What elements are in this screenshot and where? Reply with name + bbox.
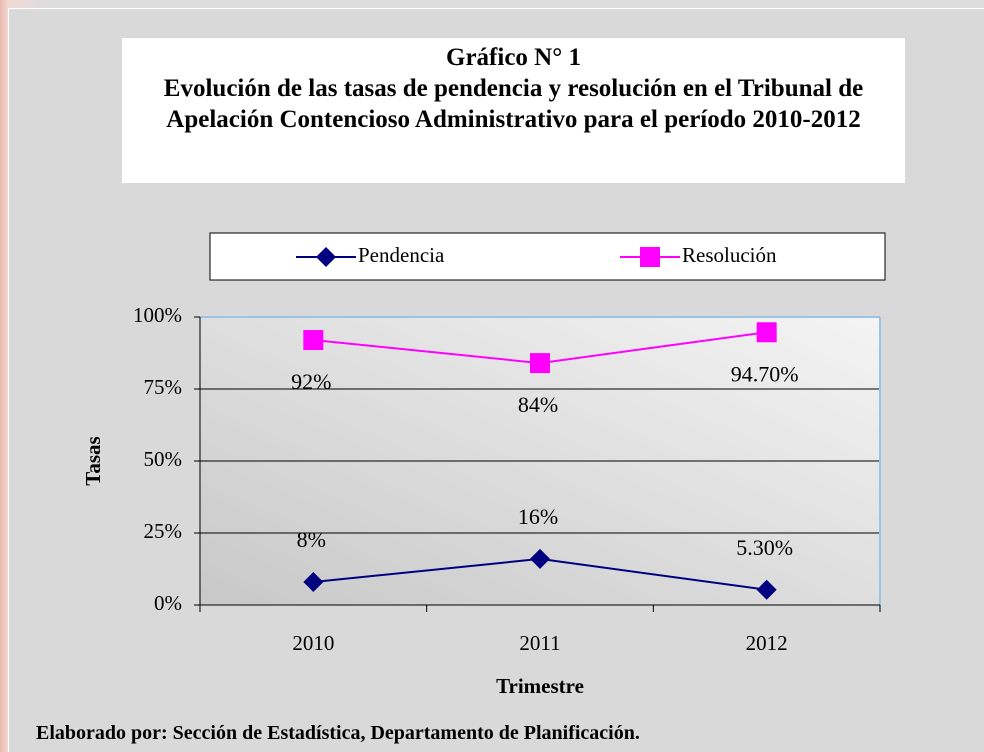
title-box: Gráfico N° 1 Evolución de las tasas de p…: [122, 38, 905, 183]
data-point: [530, 548, 550, 569]
data-label: 92%: [291, 369, 331, 394]
y-tick-label: 50%: [144, 447, 183, 471]
y-tick-label: 25%: [144, 519, 183, 543]
data-point: [756, 322, 777, 343]
data-label: 84%: [518, 392, 558, 417]
y-axis-title: Tasas: [81, 436, 105, 485]
x-axis-title: Trimestre: [496, 674, 584, 698]
data-point: [640, 247, 660, 267]
data-label: 16%: [518, 504, 558, 529]
y-tick-label: 100%: [133, 303, 182, 327]
x-tick-label: 2010: [292, 631, 334, 655]
data-point: [756, 579, 777, 600]
data-point: [530, 353, 550, 374]
data-point: [316, 247, 336, 267]
data-label: 8%: [297, 527, 326, 552]
data-point: [303, 330, 324, 351]
x-tick-label: 2011: [519, 631, 560, 655]
data-point: [303, 571, 324, 592]
y-tick-label: 0%: [154, 591, 182, 615]
chart-subtitle: Evolución de las tasas de pendencia y re…: [163, 75, 864, 133]
chart-title: Gráfico N° 1: [446, 44, 581, 71]
x-tick-label: 2012: [746, 631, 788, 655]
data-label: 5.30%: [736, 535, 793, 560]
legend-label: Pendencia: [358, 243, 445, 267]
legend-label: Resolución: [682, 243, 777, 267]
y-tick-label: 75%: [144, 375, 183, 399]
source-note: Elaborado por: Sección de Estadística, D…: [36, 722, 640, 744]
data-label: 94.70%: [731, 361, 799, 386]
